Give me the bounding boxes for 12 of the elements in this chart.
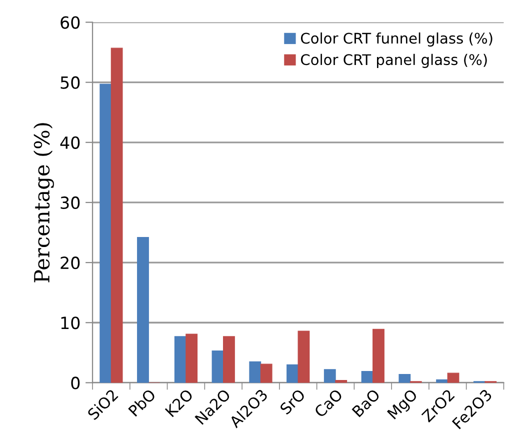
y-tick-label: 10: [61, 316, 80, 330]
legend-label: Color CRT funnel glass (%): [300, 32, 492, 47]
y-tick-label: 50: [60, 76, 80, 89]
y-axis-title: Percentage (%): [33, 123, 54, 282]
legend-label: Color CRT panel glass (%): [300, 54, 487, 68]
y-tick-label: 0: [71, 376, 80, 390]
x-tick-label: CaO: [314, 388, 344, 418]
y-tick-label: 20: [60, 256, 80, 270]
y-tick-label: 30: [60, 196, 80, 210]
y-tick-label: 40: [60, 136, 80, 149]
x-tick-label: SrO: [279, 388, 306, 416]
y-tick-label: 60: [60, 16, 80, 29]
